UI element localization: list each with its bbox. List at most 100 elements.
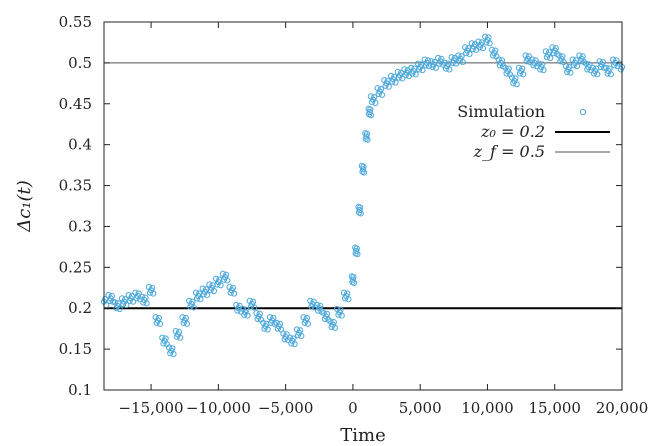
simulation-point [569, 56, 576, 63]
simulation-point [463, 50, 470, 57]
x-tick-label: 10,000 [461, 399, 514, 417]
simulation-point [590, 70, 598, 77]
simulation-point [176, 328, 183, 335]
simulation-point [220, 276, 228, 283]
simulation-point [392, 79, 399, 86]
simulation-point [409, 70, 416, 77]
simulation-point [160, 340, 167, 347]
simulation-point [344, 290, 351, 297]
simulation-point [382, 82, 389, 89]
simulation-point [264, 326, 271, 333]
legend-label-zf: z_f = 0.5 [473, 142, 545, 161]
simulation-point [552, 45, 559, 52]
simulation-point [254, 315, 261, 322]
simulation-point [149, 284, 156, 291]
simulation-point [429, 63, 436, 71]
simulation-point [466, 50, 473, 58]
simulation-point [542, 48, 549, 55]
simulation-point [478, 39, 485, 46]
simulation-point [550, 50, 557, 57]
y-tick-label: 0.5 [68, 54, 92, 72]
simulation-point [445, 60, 452, 67]
simulation-point [502, 64, 509, 71]
simulation-point [559, 53, 566, 60]
simulation-point [244, 312, 251, 319]
simulation-point [547, 54, 554, 62]
simulation-point [523, 58, 530, 65]
legend-label-simulation: Simulation [457, 102, 545, 121]
simulation-point [583, 60, 590, 67]
simulation-point [589, 64, 597, 71]
simulation-point [120, 301, 127, 308]
simulation-point [597, 63, 604, 71]
simulation-point [418, 61, 425, 68]
simulation-point [287, 334, 294, 341]
simulation-point [469, 45, 476, 53]
simulation-point [169, 345, 176, 352]
simulation-point [173, 333, 180, 340]
simulation-point [503, 70, 510, 77]
simulation-point [230, 290, 238, 297]
simulation-point [298, 332, 305, 340]
simulation-point [490, 52, 497, 59]
simulation-point [294, 332, 302, 339]
simulation-point [233, 301, 240, 309]
simulation-point [192, 289, 200, 296]
simulation-point [363, 130, 370, 138]
simulation-point [446, 66, 453, 73]
x-axis-title: Time [340, 425, 385, 446]
simulation-point [243, 306, 250, 313]
y-tick-label: 0.4 [68, 136, 92, 154]
simulation-point [236, 302, 243, 309]
simulation-point [321, 315, 328, 322]
simulation-point [152, 314, 159, 321]
simulation-point [562, 63, 570, 70]
simulation-point [381, 77, 388, 84]
simulation-point [363, 133, 370, 140]
simulation-point [199, 285, 206, 292]
simulation-point [190, 304, 197, 311]
simulation-point [476, 44, 483, 51]
simulation-point [600, 64, 608, 71]
simulation-point [246, 297, 253, 304]
simulation-point [140, 299, 147, 306]
x-tick-label: 20,000 [596, 399, 649, 417]
x-tick-layer: −15,000 −10,000 −5,000 0 5,000 10,000 15,000 20… [119, 22, 649, 417]
simulation-point [135, 290, 142, 297]
simulation-point [374, 85, 381, 92]
simulation-point [596, 58, 603, 65]
simulation-point [449, 59, 456, 67]
x-tick-label: 0 [348, 399, 358, 417]
simulation-point [574, 63, 581, 70]
simulation-point [482, 33, 489, 40]
simulation-point [330, 319, 337, 326]
simulation-point [213, 275, 220, 282]
simulation-point [570, 62, 577, 69]
simulation-point [167, 350, 174, 357]
simulation-point [273, 319, 280, 326]
simulation-point [402, 72, 409, 79]
simulation-point [153, 319, 160, 326]
simulation-point [475, 38, 482, 45]
simulation-point [384, 77, 391, 85]
simulation-point [327, 318, 334, 325]
simulation-point [395, 74, 402, 81]
simulation-point [360, 163, 367, 170]
simulation-point [301, 319, 308, 326]
simulation-point [113, 305, 120, 312]
simulation-point [206, 281, 213, 288]
simulation-point [529, 56, 536, 63]
simulation-point [603, 64, 610, 71]
simulation-point [610, 56, 617, 63]
simulation-point [189, 298, 196, 305]
simulation-point [186, 297, 193, 304]
simulation-point [335, 311, 342, 318]
simulation-point [216, 276, 223, 283]
simulation-point [576, 52, 583, 59]
simulation-point [408, 64, 415, 71]
simulation-point [414, 60, 422, 67]
simulation-point [223, 271, 230, 278]
simulation-point [498, 57, 506, 64]
simulation-point [411, 65, 418, 72]
simulation-point [130, 298, 137, 305]
